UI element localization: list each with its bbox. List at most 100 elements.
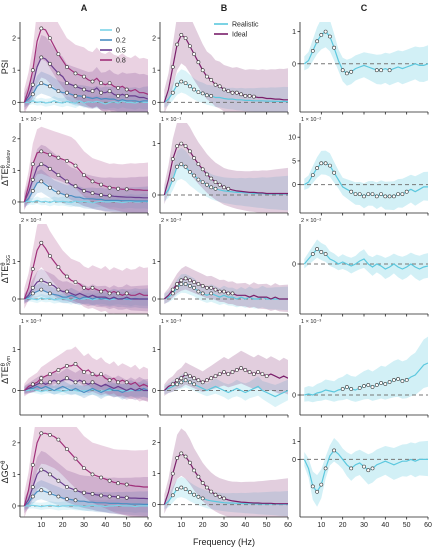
data-point: [366, 383, 371, 387]
panel-b4: 0 1 1 × 10⁻³: [152, 319, 289, 418]
data-point: [387, 194, 392, 199]
row-label-sup: θ: [1, 460, 7, 464]
data-point: [247, 94, 252, 98]
data-point: [370, 385, 375, 389]
y-tick-label: 0: [292, 393, 296, 400]
data-point: [217, 289, 222, 294]
y-tick-label: 1: [12, 168, 16, 175]
data-point: [56, 494, 61, 499]
y-tick-label: 1: [152, 347, 156, 354]
data-point: [226, 186, 231, 191]
axis-multiplier: 1 × 10⁻³: [301, 319, 321, 325]
data-point: [222, 185, 226, 190]
y-tick-label: 0: [152, 100, 156, 107]
data-point: [204, 485, 209, 490]
data-point: [39, 380, 44, 385]
data-point: [56, 265, 61, 270]
y-tick-label: 1: [12, 68, 16, 75]
data-point: [107, 291, 112, 296]
data-point: [73, 94, 78, 98]
data-point: [39, 162, 44, 167]
panel-b2: 0 1 1 × 10⁻¹: [152, 117, 289, 216]
y-tick-label: 0: [292, 61, 296, 68]
data-point: [48, 166, 52, 171]
data-point: [99, 372, 104, 377]
band-realistic: [304, 336, 428, 403]
panel-data: [20, 346, 148, 403]
x-tick-label: 10: [37, 522, 45, 529]
data-point: [183, 144, 188, 149]
data-point: [396, 377, 401, 381]
data-point: [213, 374, 218, 379]
data-point: [179, 33, 184, 37]
y-tick-label: 1: [152, 259, 156, 266]
data-point: [56, 437, 61, 442]
data-point: [357, 386, 362, 390]
row-label-1: PSI: [0, 60, 10, 75]
data-point: [65, 65, 69, 69]
data-point: [39, 376, 44, 381]
data-point: [99, 182, 104, 187]
panel-b3: 0 1 2 × 10⁻²: [152, 218, 289, 317]
data-point: [65, 90, 69, 95]
panel-data: [160, 266, 288, 312]
data-point: [391, 378, 396, 382]
data-point: [175, 282, 180, 286]
data-point: [383, 194, 388, 199]
data-point: [30, 291, 35, 296]
x-tick-label: 10: [317, 522, 325, 529]
data-point: [82, 466, 86, 471]
row-label-main: ΔTE: [0, 266, 10, 284]
data-point: [48, 432, 52, 437]
axis-multiplier: 1 × 10⁻¹: [21, 117, 41, 123]
data-point: [65, 193, 69, 198]
data-point: [251, 94, 256, 99]
data-point: [213, 180, 218, 185]
y-tick-label: 1: [152, 68, 156, 75]
y-tick-label: 0: [12, 100, 16, 107]
data-point: [192, 52, 197, 57]
data-point: [362, 464, 366, 469]
data-point: [379, 68, 384, 73]
data-point: [124, 380, 129, 385]
data-point: [116, 481, 121, 486]
data-point: [30, 382, 35, 387]
data-point: [196, 90, 201, 95]
x-tick-label: 20: [199, 522, 207, 529]
data-point: [48, 291, 52, 296]
data-point: [183, 164, 188, 169]
x-tick-label: 50: [123, 522, 131, 529]
y-tick-label: 0: [12, 503, 16, 510]
data-point: [204, 74, 209, 79]
x-tick-label: 40: [381, 522, 389, 529]
panel-c5: 0 1 10 20 30 40 50 60: [292, 427, 432, 529]
data-point: [400, 192, 405, 197]
x-tick-label: 60: [144, 522, 152, 529]
data-point: [90, 380, 95, 385]
data-point: [323, 252, 328, 256]
series-line-0: [24, 504, 148, 508]
data-point: [175, 144, 180, 149]
band-ideal: [164, 266, 288, 312]
data-point: [187, 490, 192, 495]
data-point: [82, 94, 86, 99]
panel-data: [160, 123, 288, 213]
data-point: [183, 81, 188, 86]
data-point: [175, 456, 180, 460]
data-point: [48, 185, 52, 190]
data-point: [315, 39, 320, 44]
panel-data: [160, 350, 288, 408]
data-point: [226, 89, 231, 94]
series-line-0: [24, 100, 148, 105]
data-point: [175, 164, 180, 169]
band-0-2: [24, 480, 148, 517]
data-point: [73, 498, 78, 503]
data-point: [209, 176, 214, 181]
data-point: [107, 478, 112, 483]
data-point: [73, 84, 78, 89]
data-point: [344, 385, 349, 389]
row-label-sup: θ: [1, 262, 7, 266]
data-point: [56, 478, 61, 483]
data-point: [65, 497, 69, 501]
data-point: [209, 78, 214, 82]
